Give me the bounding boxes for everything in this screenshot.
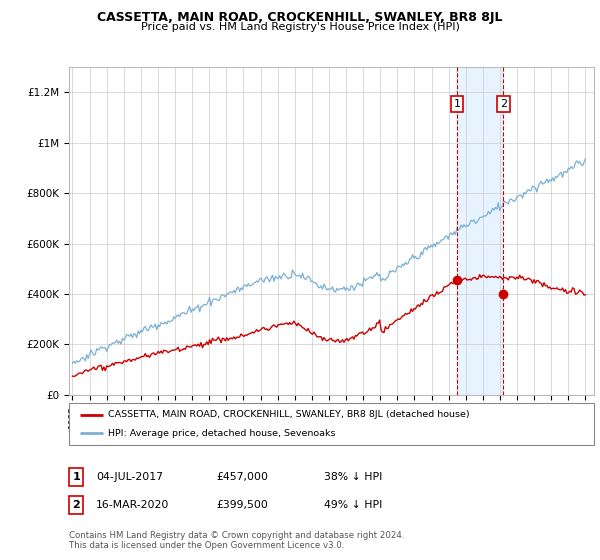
FancyBboxPatch shape bbox=[69, 403, 594, 445]
Text: 2: 2 bbox=[73, 500, 80, 510]
Text: CASSETTA, MAIN ROAD, CROCKENHILL, SWANLEY, BR8 8JL: CASSETTA, MAIN ROAD, CROCKENHILL, SWANLE… bbox=[97, 11, 503, 24]
Text: CASSETTA, MAIN ROAD, CROCKENHILL, SWANLEY, BR8 8JL (detached house): CASSETTA, MAIN ROAD, CROCKENHILL, SWANLE… bbox=[109, 410, 470, 419]
Text: 2: 2 bbox=[500, 99, 507, 109]
Text: £399,500: £399,500 bbox=[216, 500, 268, 510]
Text: Price paid vs. HM Land Registry's House Price Index (HPI): Price paid vs. HM Land Registry's House … bbox=[140, 22, 460, 32]
Text: Contains HM Land Registry data © Crown copyright and database right 2024.
This d: Contains HM Land Registry data © Crown c… bbox=[69, 531, 404, 550]
Text: £457,000: £457,000 bbox=[216, 472, 268, 482]
Text: 38% ↓ HPI: 38% ↓ HPI bbox=[324, 472, 382, 482]
Text: 1: 1 bbox=[73, 472, 80, 482]
Text: 04-JUL-2017: 04-JUL-2017 bbox=[96, 472, 163, 482]
Text: 16-MAR-2020: 16-MAR-2020 bbox=[96, 500, 169, 510]
Text: HPI: Average price, detached house, Sevenoaks: HPI: Average price, detached house, Seve… bbox=[109, 429, 336, 438]
Bar bbox=[457, 67, 503, 395]
Text: 1: 1 bbox=[454, 99, 461, 109]
Text: 49% ↓ HPI: 49% ↓ HPI bbox=[324, 500, 382, 510]
